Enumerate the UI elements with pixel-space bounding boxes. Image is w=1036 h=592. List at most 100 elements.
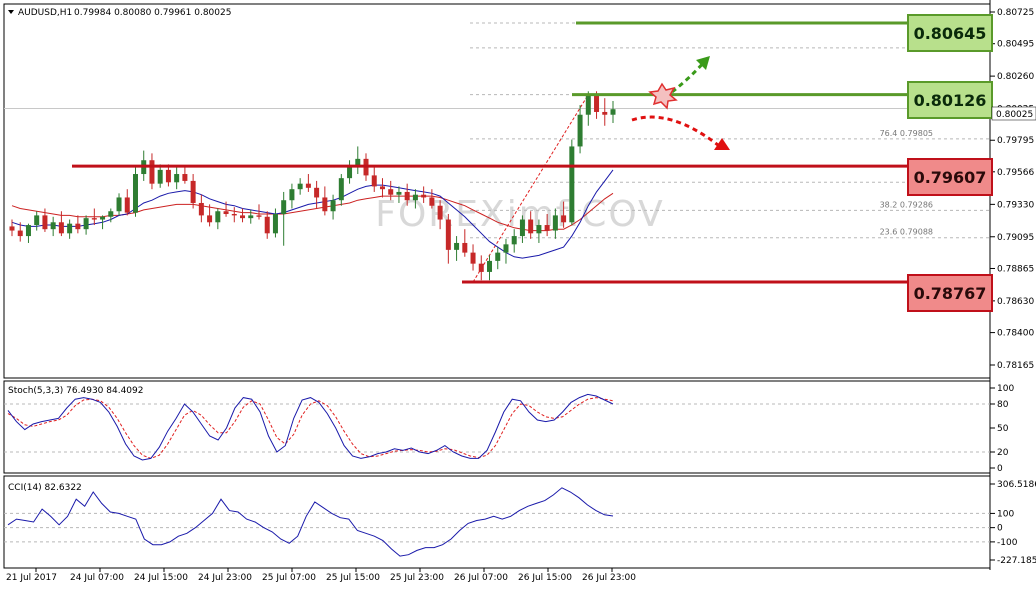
up-arrow-head	[696, 56, 710, 70]
candle	[91, 208, 97, 226]
candle	[231, 207, 237, 223]
candle	[50, 216, 56, 237]
current-price-tag: 0.80025	[991, 106, 1036, 121]
candle	[338, 174, 344, 206]
up-arrow	[671, 59, 708, 94]
time-label: 26 Jul 23:00	[582, 573, 636, 583]
fib-label: 38.2 0.79286	[880, 200, 933, 209]
candle	[174, 167, 180, 190]
price-tick-label: 0.79330	[997, 200, 1034, 210]
candle	[610, 100, 616, 124]
candle	[437, 200, 443, 230]
time-label: 24 Jul 15:00	[134, 573, 188, 583]
candle	[330, 194, 336, 220]
time-label: 24 Jul 07:00	[70, 573, 124, 583]
candle	[108, 208, 114, 223]
candle	[17, 222, 23, 242]
label-box-s2	[907, 274, 993, 312]
candle	[248, 209, 254, 224]
candle	[272, 208, 278, 238]
candle	[75, 215, 81, 234]
candle	[34, 211, 40, 231]
price-tick-label: 0.78400	[997, 329, 1034, 339]
chart-header: AUDUSD,H1 0.79984 0.80080 0.79961 0.8002…	[8, 8, 231, 18]
cci-title: CCI(14) 82.6322	[8, 483, 82, 493]
price-tick-label: 0.80260	[997, 72, 1034, 82]
candle	[371, 167, 377, 192]
cci-tick-label: 306.5186	[997, 480, 1036, 490]
stoch-tick-label: 100	[997, 384, 1014, 394]
arrows	[631, 56, 730, 150]
candle	[9, 219, 15, 237]
price-tick-label: 0.78865	[997, 264, 1034, 274]
cci-tick-label: 0	[997, 524, 1003, 534]
candle	[264, 211, 270, 239]
candle	[544, 214, 550, 237]
candle	[42, 208, 48, 232]
price-tick-label: 0.79095	[997, 233, 1034, 243]
label-s2: 0.78767	[914, 284, 987, 303]
candle	[25, 223, 31, 243]
candle	[116, 193, 122, 216]
candle	[132, 167, 138, 217]
ma-fast-line	[11, 169, 614, 259]
candle	[495, 247, 501, 270]
candle	[83, 215, 89, 235]
candle	[124, 189, 130, 216]
down-arrow	[631, 115, 719, 147]
time-label: 26 Jul 07:00	[454, 573, 508, 583]
candle	[281, 191, 287, 246]
candle	[58, 211, 64, 237]
candle	[355, 146, 361, 175]
candles	[9, 91, 616, 281]
time-label: 25 Jul 07:00	[262, 573, 316, 583]
candle	[487, 255, 493, 281]
down-arrow-head	[714, 138, 730, 150]
candle	[404, 183, 410, 206]
label-box-s1	[907, 158, 993, 196]
stoch-title: Stoch(5,3,3) 76.4930 84.4092	[8, 386, 143, 396]
time-label: 26 Jul 15:00	[518, 573, 572, 583]
price-tick-label: 0.79566	[997, 168, 1034, 178]
candle	[297, 178, 303, 195]
candle	[100, 215, 106, 230]
stoch-signal-line	[7, 397, 614, 459]
candle	[223, 201, 229, 217]
price-tick-label: 0.80495	[997, 40, 1034, 50]
candle	[585, 91, 591, 126]
svg-text:0.80025: 0.80025	[996, 110, 1033, 120]
candle	[379, 178, 385, 198]
candle	[412, 189, 418, 209]
fib-label: 76.4 0.79805	[880, 129, 933, 138]
cci-panel: CCI(14) 82.6322 306.5186 100 0 -100 -227.185…	[3, 475, 1036, 569]
candle	[478, 255, 484, 281]
candle	[429, 189, 435, 209]
time-label: 25 Jul 15:00	[326, 573, 380, 583]
label-box-r1	[907, 14, 993, 52]
candle	[577, 105, 583, 154]
candle	[215, 208, 221, 230]
price-tick-label: 0.80725	[997, 8, 1034, 18]
time-label: 24 Jul 23:00	[198, 573, 252, 583]
candle	[207, 204, 213, 227]
price-tick-label: 0.78630	[997, 297, 1034, 307]
fib-labels: 76.4 0.79805 38.2 0.79286 23.6 0.79088	[880, 129, 933, 237]
stoch-panel: Stoch(5,3,3) 76.4930 84.4092 100 80 50 20 0	[3, 380, 1014, 474]
candle	[305, 174, 311, 192]
level-labels: 0.80645 0.80126 0.79607 0.78767	[907, 14, 993, 312]
candle	[421, 186, 427, 203]
candle	[602, 98, 608, 126]
label-r1: 0.80645	[914, 24, 987, 43]
candle	[519, 215, 525, 243]
candle	[256, 204, 262, 220]
time-label: 21 Jul 2017	[6, 573, 57, 583]
candle	[445, 214, 451, 264]
candle	[314, 180, 320, 209]
candle	[388, 180, 394, 201]
level-lines	[72, 21, 908, 284]
price-tick-label: 0.79795	[997, 136, 1034, 146]
candle	[347, 160, 353, 184]
